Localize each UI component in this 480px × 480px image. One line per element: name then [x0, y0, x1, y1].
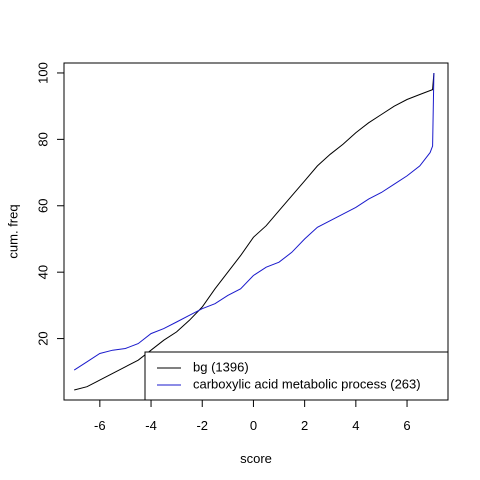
legend-box — [144, 351, 449, 401]
x-tick-label: -4 — [145, 418, 157, 433]
x-tick-label: -2 — [196, 418, 208, 433]
series-line-0 — [74, 72, 435, 391]
legend-label-carboxylic: carboxylic acid metabolic process (263) — [193, 376, 421, 391]
x-tick-label: 6 — [403, 418, 410, 433]
y-tick-label: 100 — [35, 62, 50, 84]
x-axis-label: score — [240, 451, 272, 466]
legend: bg (1396) carboxylic acid metabolic proc… — [144, 351, 449, 401]
y-axis-label: cum. freq — [5, 204, 20, 258]
y-axis: 20 40 60 80 100 — [35, 62, 65, 346]
y-tick-label: 40 — [35, 265, 50, 279]
x-tick-label: 2 — [301, 418, 308, 433]
y-tick-label: 60 — [35, 199, 50, 213]
x-tick-label: 0 — [250, 418, 257, 433]
x-tick-label: -6 — [94, 418, 106, 433]
y-tick-label: 80 — [35, 132, 50, 146]
y-tick-label: 20 — [35, 331, 50, 345]
x-axis: -6 -4 -2 0 2 4 6 — [94, 399, 411, 433]
x-tick-label: 4 — [352, 418, 359, 433]
series-line-1 — [73, 72, 435, 371]
plot-lines — [73, 72, 435, 391]
legend-label-bg: bg (1396) — [193, 359, 249, 374]
